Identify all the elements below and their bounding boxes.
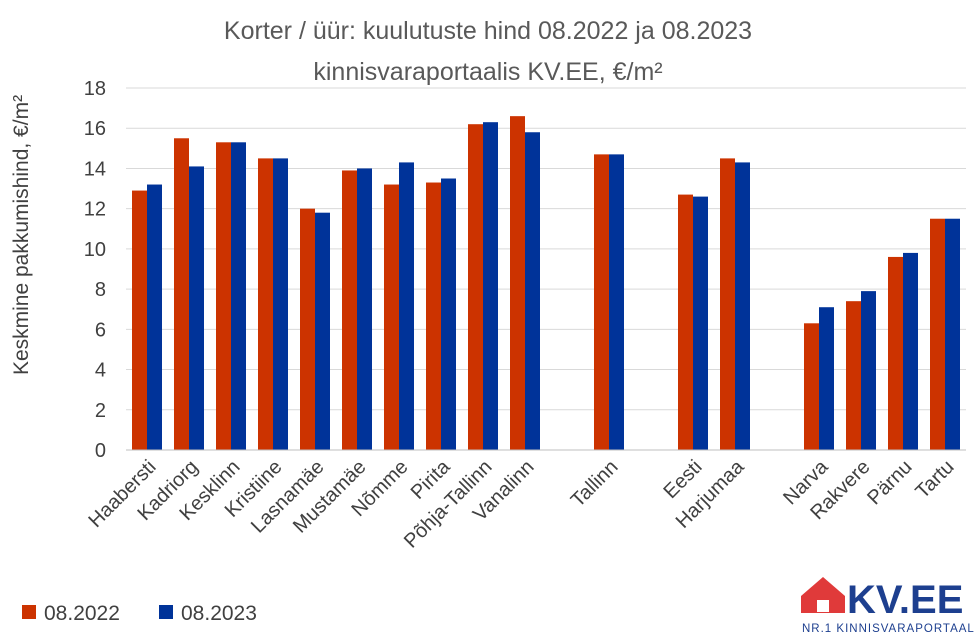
bar-08.2022-Tallinn [594, 154, 609, 450]
chart-title-line-1: Korter / üür: kuulutuste hind 08.2022 ja… [224, 17, 752, 45]
y-axis-ticks: 0 2 4 6 8 10 12 14 16 18 [84, 78, 106, 462]
x-tick-label: Tallinn [567, 456, 623, 512]
bar-08.2022-Pirita [426, 182, 441, 450]
bar-08.2022-Põhja-Tallinn [468, 124, 483, 450]
bar-08.2022-Narva [804, 323, 819, 450]
bar-08.2022-Rakvere [846, 301, 861, 450]
y-tick-label: 12 [84, 199, 106, 221]
y-tick-label: 16 [84, 118, 106, 140]
legend-swatch-08.2022 [22, 605, 36, 619]
bar-08.2023-Haabersti [147, 184, 162, 451]
y-tick-label: 0 [95, 440, 106, 462]
bar-08.2022-Kesklinn [216, 142, 231, 451]
bar-08.2022-Harjumaa [720, 158, 735, 450]
bar-08.2022-Lasnamäe [300, 208, 315, 450]
house-logo-icon [801, 577, 845, 613]
bar-08.2023-Lasnamäe [315, 212, 330, 450]
bar-08.2023-Narva [819, 307, 834, 450]
bar-08.2023-Kristiine [273, 158, 288, 450]
y-tick-label: 8 [95, 279, 106, 301]
bar-08.2023-Kadriorg [189, 166, 204, 450]
x-tick-label: Tartu [912, 456, 959, 503]
logo-text: KV.EE [847, 578, 963, 622]
legend-label-08.2022: 08.2022 [44, 602, 120, 625]
bar-08.2022-Eesti [678, 194, 693, 450]
legend-swatch-08.2023 [159, 605, 173, 619]
y-tick-label: 10 [84, 239, 106, 261]
y-tick-label: 2 [95, 400, 106, 422]
y-tick-label: 14 [84, 158, 106, 180]
bars [132, 116, 960, 451]
logo-subtitle: NR.1 KINNISVARAPORTAAL [802, 623, 975, 635]
bar-08.2023-Vanalinn [525, 132, 540, 450]
bar-08.2022-Mustamäe [342, 170, 357, 450]
x-axis-ticks: HaaberstiKadriorgKesklinnKristiineLasnam… [84, 455, 958, 552]
bar-08.2022-Pärnu [888, 256, 903, 450]
bar-08.2023-Tallinn [609, 154, 624, 450]
bar-08.2023-Põhja-Tallinn [483, 122, 498, 450]
bar-08.2023-Rakvere [861, 291, 876, 450]
legend: 08.2022 08.2023 [22, 602, 257, 625]
bar-08.2022-Kristiine [258, 158, 273, 450]
bar-08.2023-Eesti [693, 196, 708, 450]
bar-08.2023-Pärnu [903, 252, 918, 450]
y-tick-label: 4 [95, 360, 106, 382]
bar-08.2022-Vanalinn [510, 116, 525, 451]
y-tick-label: 6 [95, 319, 106, 341]
gridlines [126, 87, 966, 411]
bar-08.2023-Kesklinn [231, 142, 246, 451]
y-axis-label: Keskmine pakkumishind, €/m² [10, 95, 33, 375]
house-logo-inner-icon [817, 600, 829, 612]
bar-08.2023-Tartu [945, 218, 960, 450]
bar-08.2022-Haabersti [132, 190, 147, 451]
bar-08.2022-Tartu [930, 218, 945, 450]
kv-ee-logo: KV.EE NR.1 KINNISVARAPORTAAL [801, 577, 975, 635]
legend-label-08.2023: 08.2023 [181, 602, 257, 625]
bar-08.2023-Pirita [441, 178, 456, 450]
bar-08.2023-Mustamäe [357, 168, 372, 450]
y-tick-label: 18 [84, 78, 106, 100]
bar-08.2022-Kadriorg [174, 138, 189, 450]
x-tick-label: Pärnu [863, 456, 916, 509]
bar-08.2023-Harjumaa [735, 162, 750, 450]
bar-08.2022-Nõmme [384, 184, 399, 451]
bar-08.2023-Nõmme [399, 162, 414, 450]
chart-title-line-2: kinnisvaraportaalis KV.EE, €/m² [313, 58, 662, 86]
